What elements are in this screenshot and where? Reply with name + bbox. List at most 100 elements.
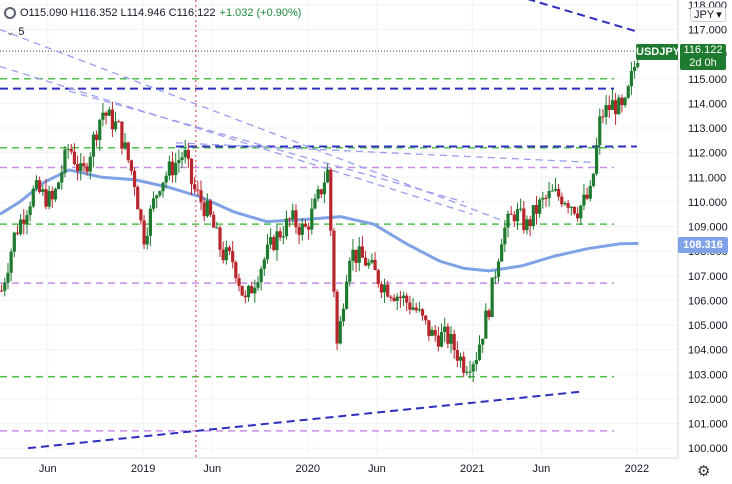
candle-body bbox=[509, 213, 513, 215]
candle-body bbox=[158, 191, 162, 196]
candle-body bbox=[250, 285, 254, 294]
candle-body bbox=[155, 195, 159, 199]
study-count: 5 bbox=[18, 26, 25, 38]
candle-body bbox=[75, 164, 80, 171]
candle-body bbox=[620, 97, 624, 106]
candle-body bbox=[316, 189, 320, 199]
candle-body bbox=[129, 160, 133, 171]
candle-body bbox=[519, 208, 523, 210]
candle-body bbox=[272, 237, 276, 250]
candle-body bbox=[332, 230, 336, 292]
candle-body bbox=[9, 251, 13, 273]
ohlc-legend: O115.090 H116.352 L114.946 C116.122 +1.0… bbox=[4, 7, 301, 19]
x-tick-label: 2022 bbox=[625, 463, 649, 475]
candle-body bbox=[307, 226, 311, 230]
candle-body bbox=[66, 148, 70, 150]
y-tick-label: 101.000 bbox=[688, 419, 728, 431]
last-price: 116.122 bbox=[683, 44, 723, 56]
candle-body bbox=[623, 97, 627, 106]
candle-body bbox=[224, 247, 228, 261]
candle-body bbox=[85, 166, 89, 172]
candle-body bbox=[180, 157, 184, 161]
candle-body bbox=[57, 182, 61, 189]
candle-body bbox=[550, 190, 554, 192]
candle-body bbox=[496, 261, 501, 277]
candle-body bbox=[22, 219, 26, 224]
candle-body bbox=[591, 173, 596, 187]
candle-body bbox=[414, 307, 418, 311]
candle-body bbox=[443, 326, 447, 332]
candle-body bbox=[183, 150, 187, 158]
y-tick-label: 115.000 bbox=[688, 74, 727, 86]
candle-body bbox=[506, 213, 510, 228]
candle-body bbox=[107, 109, 111, 116]
candle-body bbox=[50, 190, 54, 200]
candle-body bbox=[601, 116, 605, 118]
candle-body bbox=[481, 338, 485, 345]
candle-body bbox=[411, 307, 415, 310]
candle-body bbox=[582, 194, 586, 206]
x-tick-label: Jun bbox=[39, 463, 57, 475]
candle-body bbox=[370, 259, 374, 263]
symbol-toggle-icon[interactable] bbox=[4, 7, 16, 19]
gear-icon[interactable]: ⚙ bbox=[697, 463, 711, 480]
candle-body bbox=[341, 308, 346, 322]
candle-body bbox=[500, 244, 504, 262]
y-tick-label: 106.000 bbox=[688, 295, 728, 307]
y-tick-label: 109.000 bbox=[688, 222, 728, 234]
candle-body bbox=[376, 270, 380, 285]
candle-body bbox=[281, 236, 285, 238]
candle-body bbox=[433, 330, 437, 336]
candle-body bbox=[455, 350, 459, 361]
candle-body bbox=[6, 272, 10, 283]
candle-body bbox=[300, 224, 304, 235]
candle-body bbox=[569, 206, 573, 208]
candle-body bbox=[629, 70, 634, 87]
candle-body bbox=[326, 169, 330, 183]
candle-body bbox=[636, 63, 640, 67]
y-tick-label: 100.000 bbox=[688, 443, 728, 455]
candle-body bbox=[477, 344, 482, 360]
candle-body bbox=[566, 203, 570, 208]
candle-body bbox=[31, 188, 35, 207]
moving-average-line bbox=[0, 168, 639, 273]
candle-body bbox=[424, 315, 428, 321]
candle-body bbox=[471, 364, 475, 372]
candle-body bbox=[351, 249, 355, 261]
x-tick-label: Jun bbox=[533, 463, 551, 475]
candle-body bbox=[297, 227, 301, 235]
candle-body bbox=[446, 326, 450, 344]
candle-body bbox=[439, 331, 444, 347]
candle-body bbox=[47, 190, 51, 207]
candle-body bbox=[427, 320, 431, 336]
symbol-tag: USDJPY bbox=[636, 44, 681, 60]
candle-body bbox=[132, 170, 137, 187]
trend-line bbox=[27, 390, 583, 450]
horizontal-levels bbox=[0, 50, 678, 432]
ohlc-values: O115.090 H116.352 L114.946 C116.122 bbox=[20, 7, 216, 19]
candle-body bbox=[0, 290, 4, 292]
candle-body bbox=[34, 180, 39, 189]
candle-body bbox=[25, 215, 29, 224]
candle-body bbox=[541, 197, 545, 200]
candle-body bbox=[474, 359, 478, 365]
candle-body bbox=[547, 190, 551, 199]
candle-body bbox=[269, 237, 273, 245]
candle-body bbox=[142, 220, 146, 245]
candle-body bbox=[338, 321, 342, 344]
candle-body bbox=[110, 109, 115, 130]
candle-body bbox=[291, 210, 295, 220]
candle-body bbox=[145, 235, 149, 245]
candle-body bbox=[113, 121, 118, 130]
candle-body bbox=[449, 333, 453, 344]
x-tick-label: Jun bbox=[368, 463, 386, 475]
study-toggle[interactable]: ⌄ 5 bbox=[6, 26, 25, 38]
candle-body bbox=[278, 231, 282, 238]
y-tick-label: 107.000 bbox=[688, 271, 728, 283]
candle-body bbox=[322, 182, 327, 195]
candle-body bbox=[465, 371, 469, 373]
currency-dropdown[interactable]: JPY ▾ bbox=[690, 7, 726, 22]
candle-body bbox=[79, 163, 83, 171]
candle-body bbox=[420, 309, 425, 316]
